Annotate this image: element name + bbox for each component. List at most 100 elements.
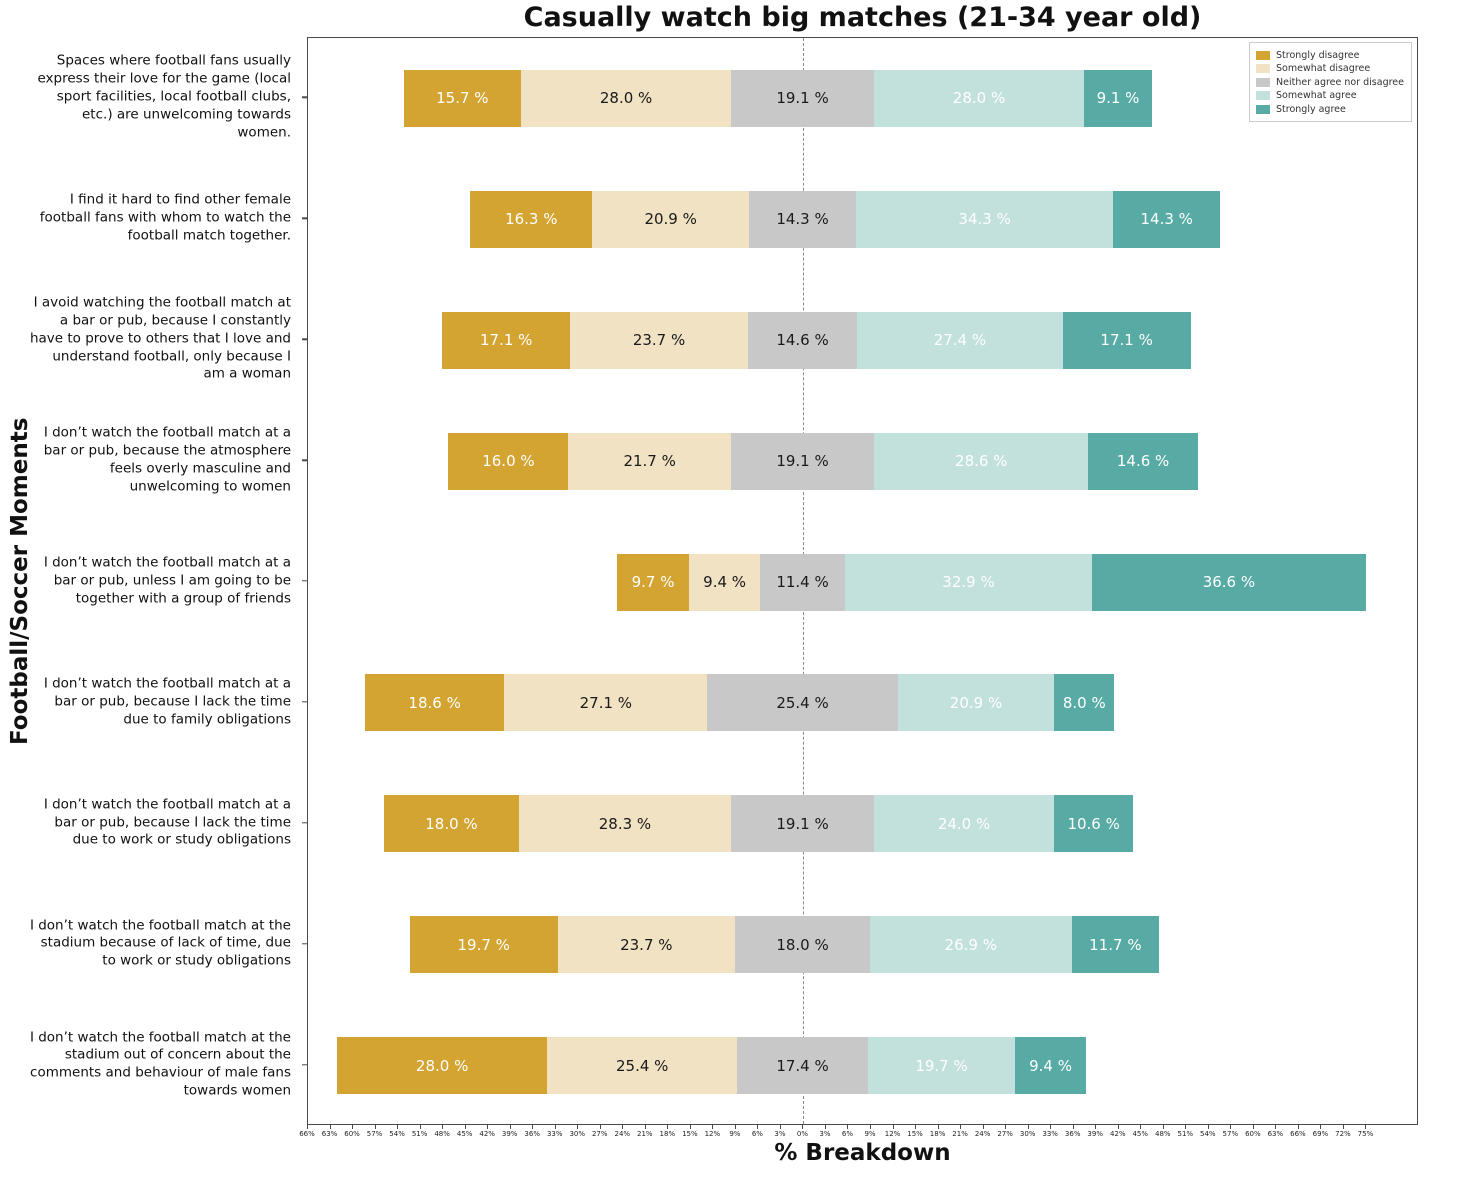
x-tick-mark — [734, 1125, 736, 1129]
x-tick-mark — [464, 1125, 466, 1129]
x-tick-mark — [712, 1125, 714, 1129]
x-tick-label: 18% — [929, 1130, 946, 1138]
legend-label: Strongly agree — [1276, 103, 1346, 115]
y-tick-mark — [302, 338, 307, 340]
x-tick-label: 54% — [389, 1130, 405, 1138]
x-tick-mark — [982, 1125, 984, 1129]
bar-row: 16.3 % 20.9 % 14.3 % 34.3 % 14.3 % — [308, 190, 1417, 248]
bar-segment: 9.7 % — [616, 553, 690, 611]
bar-value-label: 28.6 % — [955, 452, 1008, 471]
y-category-label: Spaces where football fans usually expre… — [37, 52, 291, 141]
x-tick-label: 3% — [819, 1130, 831, 1138]
bar-segment: 23.7 % — [570, 311, 748, 369]
bar-segment: 16.0 % — [448, 432, 569, 490]
x-tick-mark — [1162, 1125, 1164, 1129]
bar-row: 17.1 % 23.7 % 14.6 % 27.4 % 17.1 % — [308, 311, 1417, 369]
y-category-label: I find it hard to find other female foot… — [39, 191, 291, 244]
x-tick-label: 36% — [524, 1130, 540, 1138]
x-tick-label: 0% — [796, 1130, 808, 1138]
x-tick-mark — [1230, 1125, 1232, 1129]
bar-value-label: 14.6 % — [1116, 452, 1170, 471]
legend-swatch-icon — [1256, 77, 1271, 87]
x-tick-mark — [915, 1125, 917, 1129]
x-tick-mark — [554, 1125, 556, 1129]
bar-value-label: 17.1 % — [1100, 331, 1153, 350]
bar-value-label: 14.3 % — [1140, 210, 1193, 229]
bar-value-label: 9.4 % — [703, 573, 747, 591]
x-tick-mark — [329, 1125, 331, 1129]
x-tick-label: 27% — [997, 1130, 1013, 1138]
bar-value-label: 18.0 % — [776, 935, 829, 954]
x-tick-label: 30% — [569, 1130, 586, 1138]
x-tick-label: 69% — [1312, 1130, 1329, 1138]
y-category-label: I don’t watch the football match at the … — [29, 916, 291, 969]
x-tick-label: 15% — [907, 1130, 923, 1138]
bar-value-label: 10.6 % — [1067, 814, 1120, 833]
bar-value-label: 32.9 % — [942, 573, 995, 591]
bar-value-label: 28.0 % — [599, 89, 653, 108]
x-tick-mark — [1320, 1125, 1322, 1129]
x-tick-mark — [892, 1125, 894, 1129]
bar-segment: 25.4 % — [707, 674, 898, 732]
x-tick-label: 33% — [546, 1130, 563, 1138]
bar-segment: 25.4 % — [547, 1037, 738, 1095]
bar-value-label: 16.3 % — [505, 210, 558, 229]
x-tick-label: 57% — [1222, 1130, 1239, 1138]
bar-segment: 20.9 % — [897, 674, 1055, 732]
bar-value-label: 18.6 % — [408, 693, 461, 712]
x-tick-label: 57% — [366, 1130, 383, 1138]
x-tick-label: 39% — [1087, 1130, 1103, 1138]
bar-segment: 14.6 % — [1088, 432, 1198, 490]
bar-segment: 32.9 % — [845, 553, 1092, 611]
y-tick-mark — [302, 580, 307, 582]
bar-segment: 17.1 % — [1062, 311, 1191, 369]
x-tick-label: 27% — [591, 1130, 608, 1138]
bar-segment: 19.7 % — [867, 1037, 1016, 1095]
bar-value-label: 9.7 % — [631, 573, 675, 591]
bar-value-label: 19.1 % — [776, 89, 829, 108]
x-tick-label: 72% — [1335, 1130, 1351, 1138]
y-tick-mark — [302, 459, 307, 461]
bar-row: 18.6 % 27.1 % 25.4 % 20.9 % 8.0 % — [308, 674, 1417, 732]
x-tick-label: 3% — [774, 1130, 786, 1138]
y-category-label: I don’t watch the football match at a ba… — [43, 796, 291, 848]
bar-segment: 11.4 % — [759, 553, 846, 611]
x-tick-label: 66% — [1290, 1130, 1306, 1138]
bar-value-label: 17.4 % — [776, 1056, 829, 1075]
bar-segment: 28.0 % — [337, 1037, 548, 1095]
x-tick-label: 33% — [1042, 1130, 1058, 1138]
bar-value-label: 9.1 % — [1096, 89, 1140, 108]
x-tick-label: 51% — [411, 1130, 428, 1138]
bar-segment: 14.3 % — [1113, 190, 1221, 248]
bar-segment: 36.6 % — [1091, 553, 1367, 611]
legend: Strongly disagree Somewhat disagree Neithe… — [1249, 42, 1412, 122]
x-tick-mark — [824, 1125, 826, 1129]
bar-value-label: 23.7 % — [620, 935, 673, 954]
bar-value-label: 14.3 % — [776, 210, 829, 229]
x-tick-mark — [1117, 1125, 1119, 1129]
x-tick-label: 6% — [841, 1130, 854, 1138]
x-tick-label: 63% — [321, 1130, 338, 1138]
x-tick-mark — [1095, 1125, 1097, 1129]
bar-value-label: 27.1 % — [579, 693, 633, 712]
x-tick-mark — [1005, 1125, 1007, 1129]
legend-label: Strongly disagree — [1276, 49, 1360, 61]
x-tick-mark — [1297, 1125, 1299, 1129]
x-tick-label: 30% — [1019, 1130, 1036, 1138]
bar-segment: 19.1 % — [730, 69, 875, 127]
bar-value-label: 21.7 % — [623, 452, 676, 471]
bar-value-label: 19.1 % — [776, 452, 829, 471]
bar-value-label: 11.7 % — [1089, 935, 1142, 954]
legend-swatch-icon — [1256, 104, 1271, 114]
x-tick-label: 42% — [479, 1130, 495, 1138]
bar-segment: 18.0 % — [384, 795, 519, 853]
x-tick-mark — [937, 1125, 939, 1129]
x-tick-mark — [352, 1125, 354, 1129]
bar-value-label: 15.7 % — [436, 89, 489, 108]
x-tick-mark — [577, 1125, 579, 1129]
y-tick-mark — [302, 701, 307, 703]
legend-label: Somewhat disagree — [1276, 63, 1371, 74]
bar-segment: 8.0 % — [1054, 674, 1115, 732]
bar-value-label: 20.9 % — [644, 210, 697, 229]
